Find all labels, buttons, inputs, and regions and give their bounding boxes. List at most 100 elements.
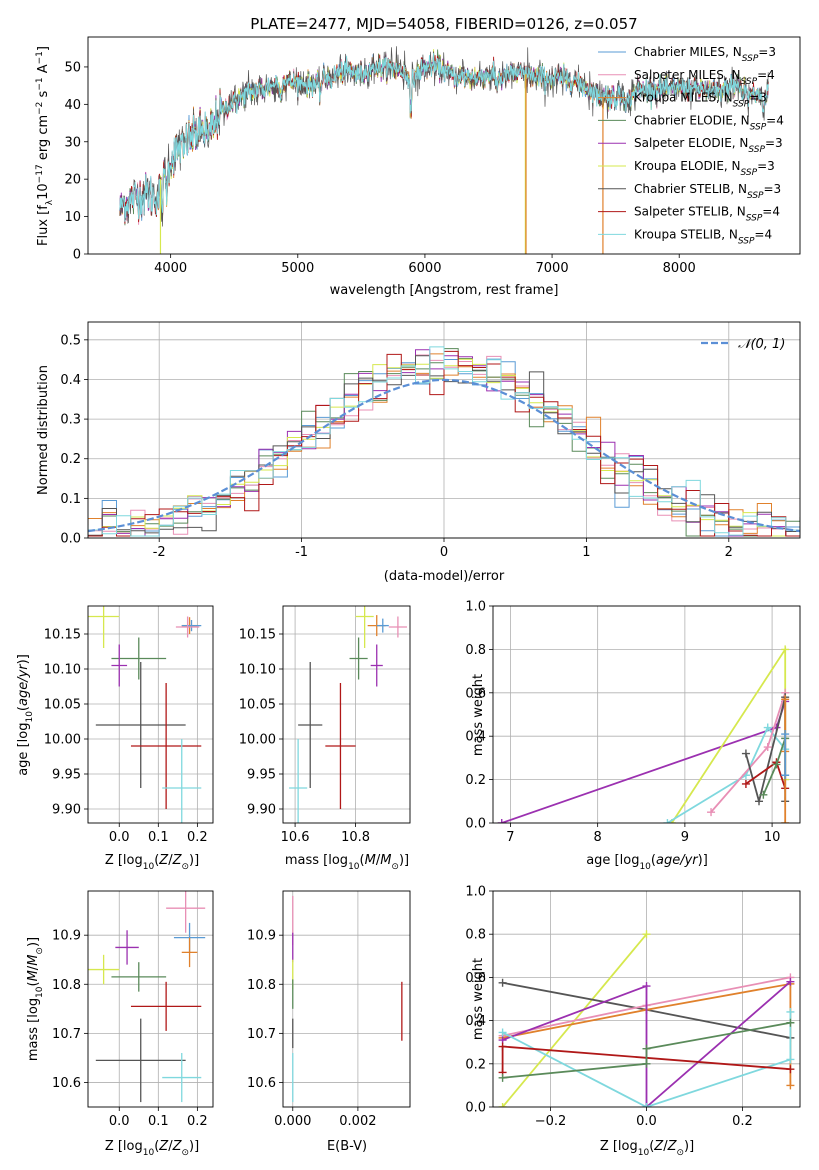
- age-vs-Z-frame: [87, 605, 214, 824]
- series-marker: [786, 1018, 795, 1027]
- weight-vs-Z-ylabel: mass weight: [471, 958, 486, 1040]
- residuals-ytick-label: 0.2: [60, 452, 81, 467]
- spectrum-xtick-label: 6000: [408, 261, 441, 276]
- label-part: )]: [399, 853, 409, 868]
- label-part: M: [380, 853, 391, 868]
- weight-vs-Z-ytick-label: 0.6: [465, 971, 486, 986]
- residuals-xtick-label: -1: [295, 545, 308, 560]
- series-marker: [642, 930, 651, 939]
- age-vs-mass-point-salpeter_miles: [388, 616, 407, 638]
- label-part: Salpeter ELODIE, N: [634, 136, 748, 150]
- spectrum-xtick-label: 4000: [154, 261, 187, 276]
- age-vs-Z-point-salpeter_stelib: [130, 683, 202, 809]
- weight-vs-age-ytick-label: 0.4: [465, 730, 486, 745]
- label-part: 10: [143, 862, 155, 872]
- weight-vs-Z-frame: [492, 890, 801, 1108]
- weight-vs-age-ytick-label: 0.0: [465, 817, 486, 832]
- label-part: )]: [684, 1139, 694, 1154]
- age-vs-mass-point-kroupa_elodie: [355, 606, 374, 648]
- label-part: age/yr: [656, 853, 699, 868]
- label-part: 10: [36, 183, 51, 200]
- mass-vs-Z-plot: [88, 891, 206, 1103]
- label-part: Salpeter STELIB, N: [634, 205, 746, 219]
- label-part: Kroupa ELODIE, N: [634, 159, 741, 173]
- label-part: age [log: [586, 853, 639, 868]
- label-part: Chabrier ELODIE, N: [634, 113, 750, 127]
- weight-vs-age-ytick-label: 0.8: [465, 643, 486, 658]
- age-vs-Z-ytick-label: 9.90: [52, 803, 81, 818]
- spectrum-xlabel: wavelength [Angstrom, rest frame]: [330, 283, 559, 298]
- weight-vs-Z-ytick-label: 0.4: [465, 1014, 486, 1029]
- residual-hist-salpeter_miles: [88, 354, 800, 537]
- age-vs-Z-ytick-label: 10.10: [44, 663, 81, 678]
- age-vs-mass-ytick-label: 10.05: [239, 698, 276, 713]
- series-marker: [707, 808, 716, 817]
- residuals-ytick-label: 0.3: [60, 413, 81, 428]
- series-marker: [498, 1073, 507, 1082]
- label-part: )]: [189, 1139, 199, 1154]
- residuals-ylabel: Normed distribution: [36, 365, 51, 495]
- label-part: ⊙: [391, 862, 399, 872]
- age-vs-Z-point-salpeter_elodie: [111, 644, 128, 687]
- age-vs-Z-point-chabrier_miles: [181, 620, 202, 632]
- label-part: =3: [749, 91, 767, 105]
- label-part: −2: [35, 102, 45, 115]
- age-vs-Z-point-salpeter_miles: [175, 616, 200, 638]
- residuals-ytick-label: 0.4: [60, 373, 81, 388]
- residuals-xtick-label: 0: [440, 545, 448, 560]
- series-marker: [786, 1065, 795, 1074]
- weight-vs-age-xtick-label: 10: [764, 830, 781, 845]
- label-part: )]: [189, 853, 199, 868]
- label-part: SSP: [747, 191, 764, 201]
- residual-hist-kroupa_stelib: [88, 346, 800, 537]
- weight-vs-Z-ytick-label: 0.0: [465, 1101, 486, 1116]
- spectrum-xtick-label: 5000: [281, 261, 314, 276]
- label-part: Z [log: [600, 1139, 638, 1154]
- spectrum-ylabel: Flux [fλ10−17 erg cm−2 s−1 A−1]: [35, 46, 55, 246]
- label-part: =3: [757, 159, 775, 173]
- legend-entry: Kroupa MILES, NSSP=3: [634, 91, 767, 110]
- label-part: (: [16, 706, 31, 711]
- age-vs-Z-ytick-label: 9.95: [52, 768, 81, 783]
- series-marker: [642, 1059, 651, 1068]
- mass-vs-ebv-xlabel: E(B-V): [327, 1139, 367, 1154]
- label-part: SSP: [738, 236, 755, 246]
- mass-vs-ebv-xtick-label: 0.000: [274, 1114, 311, 1129]
- label-part: SSP: [733, 100, 750, 110]
- label-part: =4: [754, 227, 772, 241]
- label-part: M: [365, 853, 376, 868]
- label-part: Z: [172, 1139, 183, 1154]
- weight-vs-age-xtick-label: 8: [594, 830, 602, 845]
- age-vs-mass-point-salpeter_elodie: [370, 644, 383, 687]
- label-part: 10: [348, 862, 360, 872]
- series-marker: [498, 1042, 507, 1051]
- age-vs-mass-ytick-label: 9.90: [247, 803, 276, 818]
- series-marker: [741, 779, 750, 788]
- label-part: SSP: [741, 168, 758, 178]
- label-part: mass [log: [285, 853, 348, 868]
- label-part: Z: [158, 1139, 169, 1154]
- weight-vs-age-series-chabrier_miles: [781, 730, 790, 780]
- label-part: Kroupa STELIB, N: [634, 227, 738, 241]
- series-marker: [781, 645, 790, 654]
- age-vs-Z-ytick-label: 10.05: [44, 698, 81, 713]
- mass-vs-Z-frame: [87, 890, 214, 1108]
- series-marker: [642, 1044, 651, 1053]
- weight-vs-Z-xtick-label: −0.2: [535, 1114, 567, 1129]
- age-vs-Z-ytick-label: 10.00: [44, 733, 81, 748]
- label-part: /: [663, 1139, 668, 1154]
- series-line: [502, 981, 791, 1107]
- mass-vs-Z-ytick-label: 10.7: [52, 1027, 81, 1042]
- mass-vs-Z-ytick-label: 10.9: [52, 929, 81, 944]
- series-marker: [642, 982, 651, 991]
- legend-entry: Chabrier STELIB, NSSP=3: [634, 182, 781, 201]
- weight-vs-Z-xlabel: Z [log10(Z/Z⊙)]: [600, 1139, 694, 1158]
- weight-vs-age-plot: [497, 645, 790, 823]
- mass-vs-ebv-axes: 0.000 0.002 10.6 10.7 10.8 10.9 E(B-V): [247, 890, 411, 1154]
- label-part: 10: [639, 862, 651, 872]
- label-part: (: [154, 1139, 159, 1154]
- label-part: /: [26, 965, 41, 970]
- weight-vs-Z-ytick-label: 0.8: [465, 928, 486, 943]
